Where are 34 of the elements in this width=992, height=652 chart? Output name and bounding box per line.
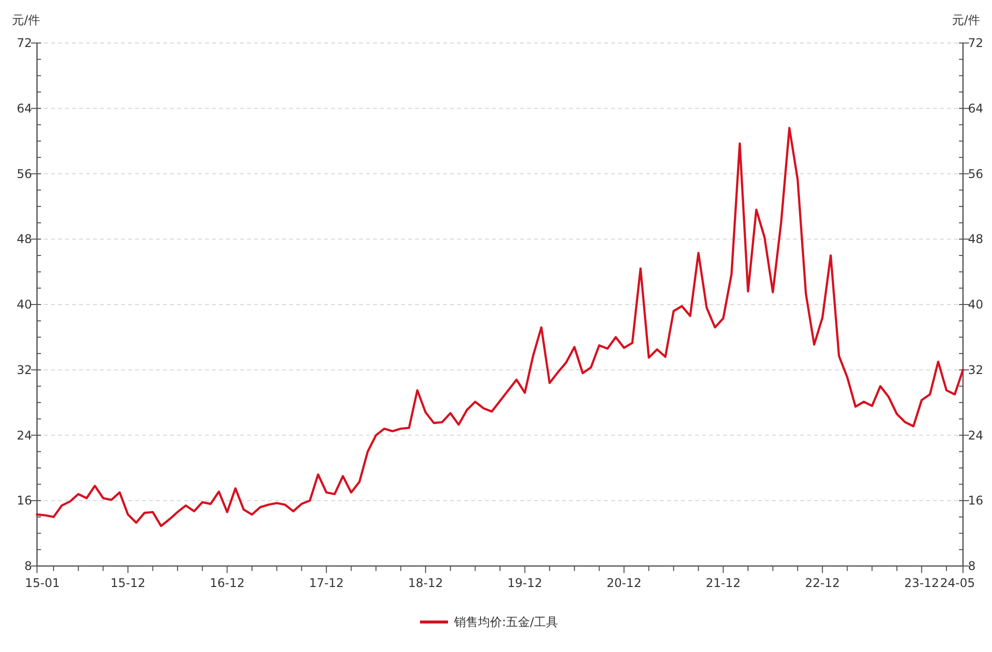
x-tick-label: 18-12 <box>408 576 444 590</box>
x-tick-label: 24-05 <box>940 576 975 590</box>
y-tick-label: 16 <box>16 494 32 508</box>
x-tick-label: 15-01 <box>25 576 60 590</box>
y2-tick-label: 72 <box>968 36 984 50</box>
x-tick-label: 16-12 <box>210 576 245 590</box>
y2-tick-label: 56 <box>968 166 984 181</box>
legend: 销售均价:五金/工具 <box>420 615 558 629</box>
y2-tick-label: 64 <box>968 101 984 116</box>
y2-tick-label: 48 <box>968 232 984 246</box>
x-tick-label: 20-12 <box>606 576 642 590</box>
x-tick-label: 15-12 <box>110 576 146 590</box>
y-tick-label: 72 <box>16 36 32 50</box>
y-tick-label: 8 <box>24 559 32 573</box>
y-axis-title: 元/件 <box>12 13 40 27</box>
y2-tick-label: 40 <box>968 298 984 312</box>
y-tick-label: 48 <box>16 232 32 246</box>
x-tick-label: 21-12 <box>706 576 741 590</box>
y-tick-label: 40 <box>16 298 32 312</box>
y-tick-label: 24 <box>16 428 32 442</box>
x-tick-label: 17-12 <box>308 576 344 590</box>
x-tick-label: 19-12 <box>507 576 542 590</box>
y2-axis-title: 元/件 <box>952 13 980 27</box>
y-tick-label: 56 <box>16 166 32 181</box>
y-tick-label: 64 <box>16 101 32 116</box>
y2-tick-label: 16 <box>968 494 984 508</box>
line-series <box>36 126 964 528</box>
y2-tick-label: 24 <box>968 428 984 442</box>
x-tick-label: 22-12 <box>805 576 840 590</box>
x-tick-label: 23-12 <box>904 576 940 590</box>
y2-tick-label: 32 <box>968 362 984 377</box>
y-tick-label: 32 <box>16 362 32 377</box>
y2-tick-label: 8 <box>968 559 976 573</box>
legend-label: 销售均价:五金/工具 <box>453 615 558 629</box>
